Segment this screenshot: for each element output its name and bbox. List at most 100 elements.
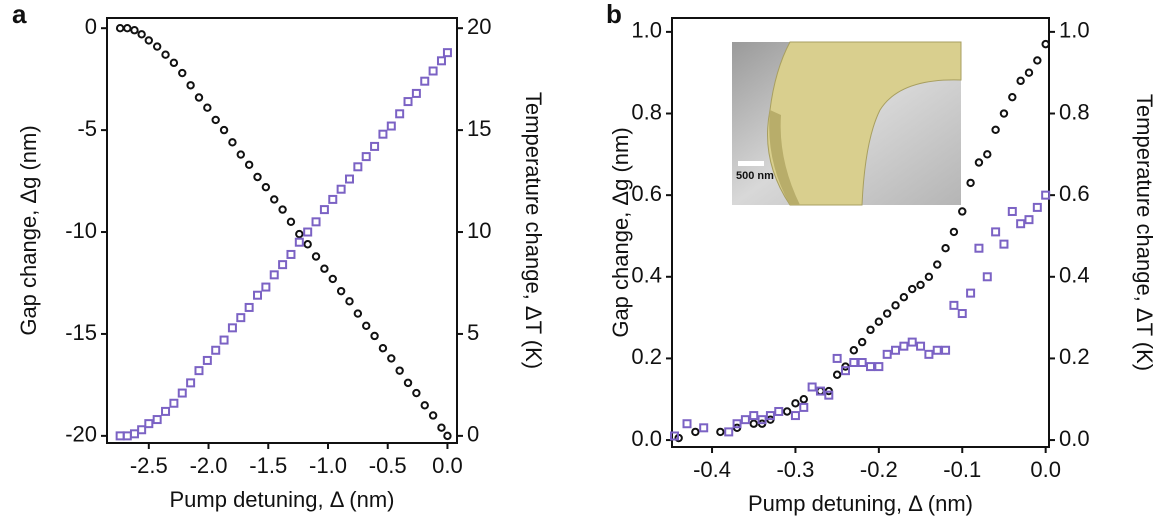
y-tick-label: 0.6 [631, 181, 662, 206]
plot-frame [106, 17, 458, 444]
y-tick-label: 0.4 [631, 263, 662, 288]
circle-point [420, 401, 429, 410]
circle-point [130, 26, 139, 35]
x-axis-label: Pump detuning, Δ (nm) [169, 487, 394, 512]
square-point [1041, 190, 1051, 200]
y-tick-label: -5 [77, 116, 97, 141]
y2-tick-label: 0.6 [1059, 181, 1090, 206]
square-point [932, 345, 942, 355]
square-point [724, 427, 734, 437]
square-point [202, 355, 212, 365]
circle-point [983, 150, 992, 159]
circle-point [991, 125, 1000, 135]
circle-point [137, 30, 146, 39]
circle-point [244, 160, 254, 169]
square-point [799, 402, 809, 412]
circle-point [716, 427, 725, 437]
y2-tick-label: 0.4 [1059, 263, 1090, 288]
circle-point [270, 195, 279, 204]
x-tick-label: -1.0 [309, 453, 347, 478]
circle-point [857, 337, 867, 347]
scale-bar [738, 161, 764, 166]
square-point [219, 335, 229, 345]
circle-point [691, 427, 700, 437]
square-point [840, 366, 850, 376]
square-point [161, 406, 171, 416]
square-point [286, 249, 296, 259]
circle-point [941, 244, 950, 253]
square-point [344, 174, 354, 184]
x-tick-label: -0.4 [693, 457, 731, 482]
square-point [941, 345, 951, 355]
circle-point [966, 178, 975, 188]
square-point [194, 366, 204, 376]
circle-point [161, 50, 170, 59]
x-tick-label: -2.5 [130, 453, 168, 478]
circle-point [799, 395, 808, 404]
circle-point [194, 93, 204, 102]
square-point [699, 423, 709, 433]
square-point [152, 415, 162, 425]
circle-point [362, 321, 371, 330]
circle-point [832, 370, 842, 379]
square-point [732, 419, 742, 429]
square-point [336, 184, 346, 194]
circle-point [303, 240, 312, 249]
circle-point [203, 103, 212, 112]
square-point [749, 411, 759, 421]
square-point [177, 388, 187, 398]
y-tick-label: 0.2 [631, 344, 662, 369]
x-tick-label: 0.0 [432, 453, 463, 478]
square-point [916, 341, 926, 351]
circle-point [345, 297, 354, 306]
square-point [115, 431, 125, 441]
circle-point [311, 252, 321, 261]
square-point [1024, 215, 1034, 225]
circle-point [320, 264, 329, 273]
square-point [442, 48, 452, 58]
circle-point [849, 346, 859, 355]
circle-point [295, 229, 304, 239]
circle-point [882, 309, 892, 318]
y-tick-label: 1.0 [631, 18, 662, 43]
circle-point [1024, 68, 1034, 77]
square-point [211, 345, 221, 355]
y2-axis-label: Temperature change, ΔT (K) [1132, 94, 1157, 371]
circle-point [178, 68, 187, 78]
circle-point [866, 325, 875, 335]
y2-tick-label: 20 [467, 14, 491, 39]
x-tick-label: 0.0 [1030, 457, 1061, 482]
y-tick-label: -15 [65, 320, 97, 345]
square-point [144, 419, 154, 429]
square-point [774, 406, 784, 416]
circle-point [816, 386, 825, 396]
y-tick-label: 0 [85, 14, 97, 39]
square-point [294, 237, 304, 247]
circle-point [1041, 39, 1050, 49]
circle-point [949, 227, 959, 237]
circle-point [874, 317, 884, 326]
square-point [670, 431, 680, 441]
circle-point [428, 411, 438, 420]
circle-point [403, 378, 413, 388]
y2-axis-label: Temperature change, ΔT (K) [521, 92, 546, 369]
circle-point [169, 58, 179, 68]
square-point [253, 290, 263, 300]
circle-point [916, 280, 925, 290]
circle-point [791, 399, 800, 408]
circle-point [115, 23, 125, 33]
square-point [1016, 219, 1026, 229]
sem-inset: 500 nm [732, 41, 962, 206]
square-point [891, 345, 901, 355]
circle-point [228, 138, 237, 147]
circle-point [336, 286, 346, 296]
square-point [278, 260, 288, 270]
scale-bar-label: 500 nm [736, 170, 774, 182]
square-point [137, 425, 147, 435]
square-point [436, 56, 446, 66]
square-point [924, 349, 934, 359]
square-point [790, 411, 800, 421]
square-point [765, 411, 775, 421]
y2-tick-label: 15 [467, 116, 491, 141]
square-point [169, 398, 179, 408]
